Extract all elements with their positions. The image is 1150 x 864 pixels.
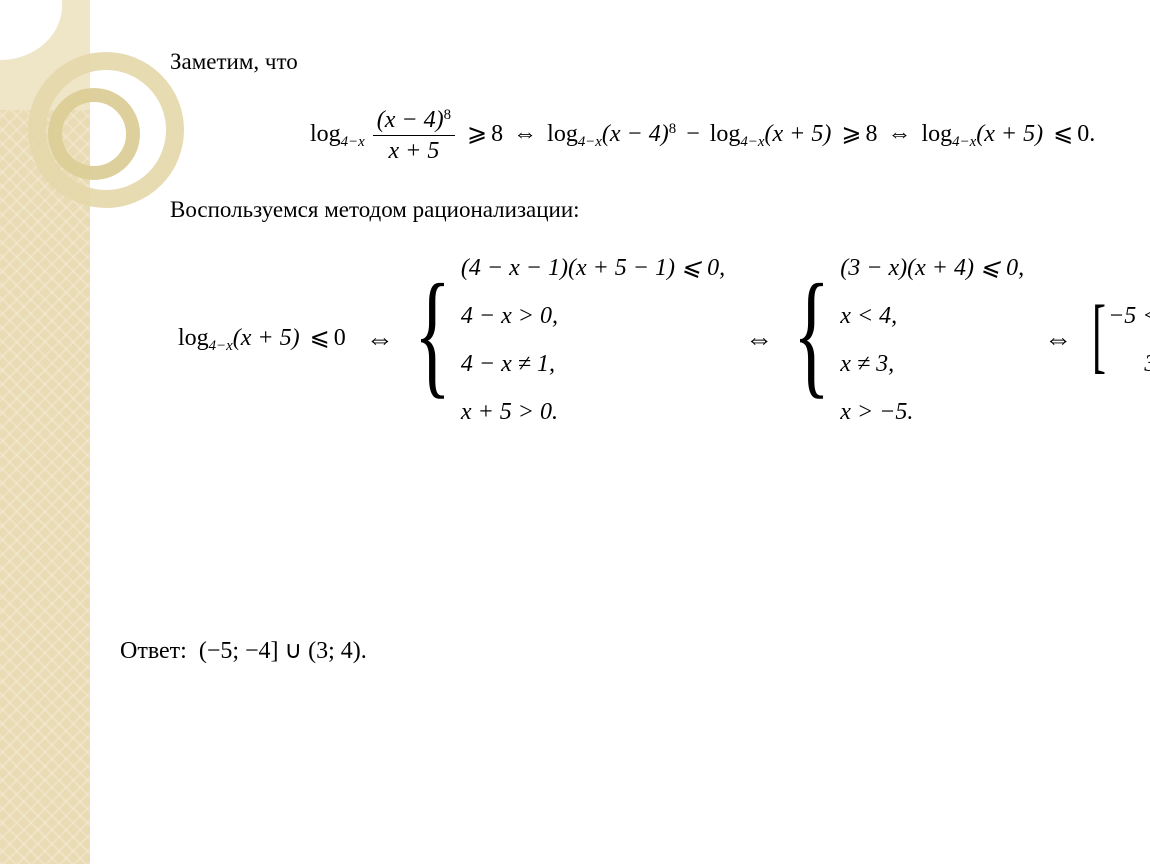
decorative-ring-inner bbox=[48, 88, 140, 180]
rationalization-system: log4−x(x + 5) ⩽0 ⇔ { (4 − x − 1)(x + 5 −… bbox=[178, 253, 1130, 427]
equation-chain: log4−x (x − 4)8 x + 5 ⩾8 ⇔ log4−x(x − 4)… bbox=[310, 105, 1130, 166]
intro-text: Заметим, что bbox=[170, 48, 1130, 77]
answer-line: Ответ: (−5; −4] ∪ (3; 4). bbox=[120, 636, 367, 665]
method-text: Воспользуемся методом рационализации: bbox=[170, 196, 1130, 225]
